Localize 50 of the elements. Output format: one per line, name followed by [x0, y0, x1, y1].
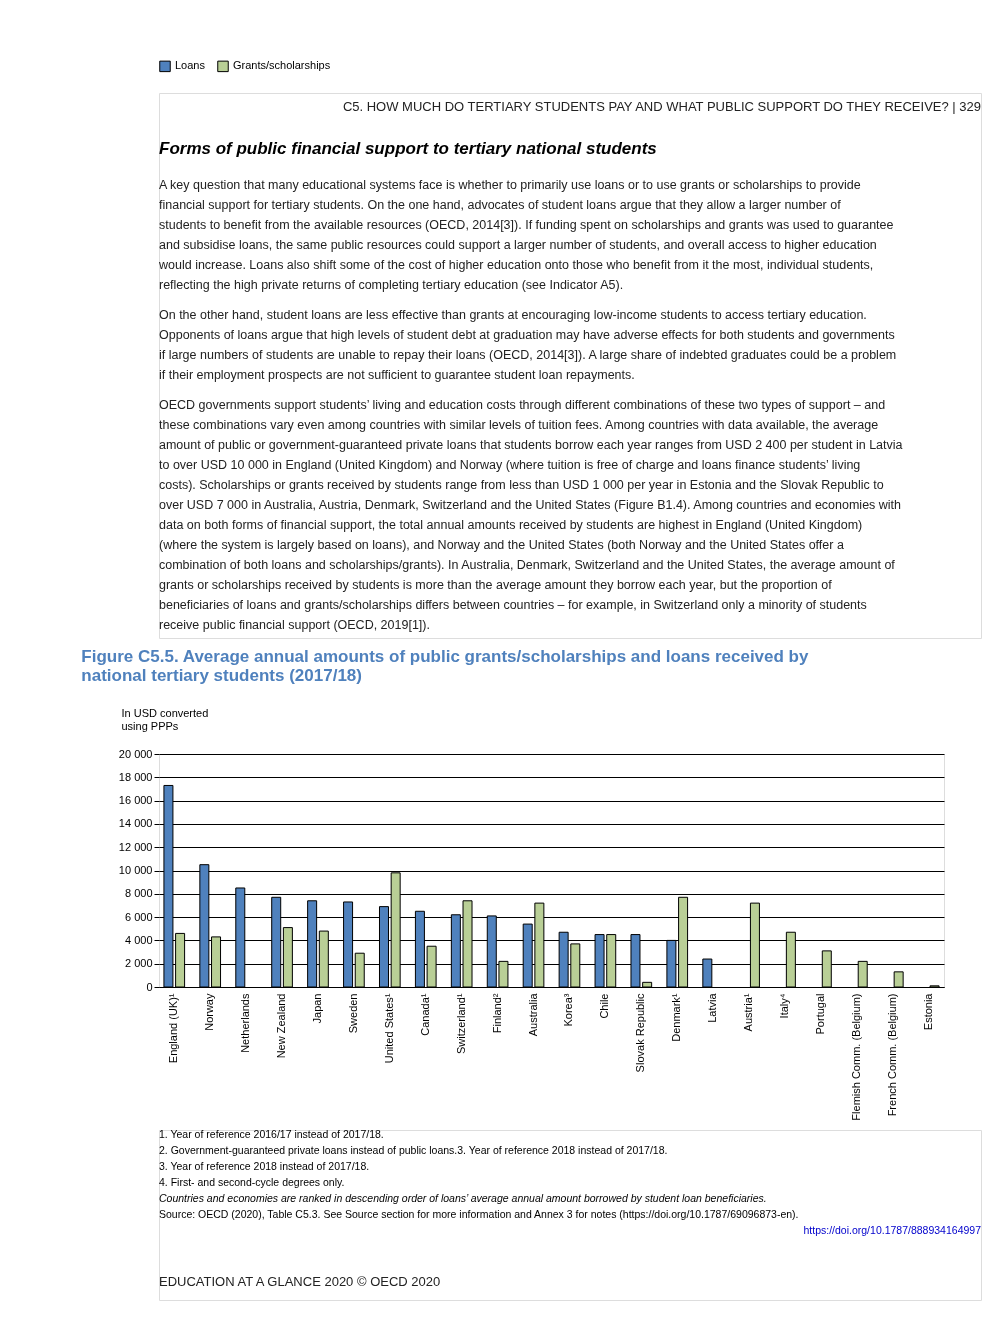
text: 3. Year of reference 2018 instead of 2017/18.: [159, 1160, 370, 1172]
x-tick-label: Austria¹: [742, 993, 755, 1032]
x-tick-label: Japan: [310, 993, 323, 1024]
y-tick-label: 16 000: [118, 794, 153, 807]
source-note: Source: OECD (2020), Table C5.3. See Source section for more information and Annex 3 for notes (https://doi.org/10.1787/69096873-en).: [159, 1208, 799, 1220]
x-tick-label: Flemish Comm. (Belgium): [849, 993, 862, 1121]
x-tick-label: Chile: [598, 993, 611, 1019]
text: C5. HOW MUCH DO TERTIARY STUDENTS PAY AND WHAT PUBLIC SUPPORT DO THEY RECEIVE? | 329: [342, 99, 981, 114]
y-tick-label: 8 000: [124, 887, 153, 900]
text: 4. First- and second-cycle degrees only.: [159, 1176, 345, 1188]
x-tick-label: French Comm. (Belgium): [885, 993, 898, 1117]
y-tick-label: 4 000: [124, 933, 153, 946]
x-tick-label: Korea³: [562, 993, 575, 1027]
x-tick-label: Denmark¹: [670, 993, 683, 1042]
text: OECD governments support students’ living and education costs through different combinations of these two types of support – and these combinations vary even among countries with similar levels of tuition fees. Among countries with data available, the average amount of public or government-guaranteed private loans that students borrow each year ranges from USD 2 400 per student in Latvia to over USD 10 000 in England (United Kingdom) and Norway (where tuition is free of charge and loans finance students’ living costs). Scholarships or grants received by students range from less than USD 1 000 per year in Estonia and the Slovak Republic to over USD 7 000 in Australia, Austria, Denmark, Switzerland and the United States (Figure B1.4). Among countries and economies with data on both forms of financial support, the total annual amounts received by students are highest in England (United Kingdom) (where the system is largely based on loans), and Norway and the United States (both Norway and the United States offer a combination of both loans and scholarships/grants). In Australia, Denmark, Switzerland and the United States, the average amount of grants or scholarships received by students is more than the average amount they borrow each year, but the proportion of beneficiaries of loans and grants/scholarships differs between countries – for example, in Switzerland only a minority of students receive public financial support (OECD, 2019[1]).: [159, 398, 903, 632]
legend-label: Grants/scholarships: [233, 59, 331, 72]
text: Forms of public financial support to tertiary national students: [159, 139, 657, 158]
chart-title: Figure C5.5. Average annual amounts of public grants/scholarships and loans received by national tertiary students (2017/18): [81, 647, 809, 685]
text: EDUCATION AT A GLANCE 2020 © OECD 2020: [159, 1274, 441, 1289]
y-tick-label: 14 000: [118, 817, 153, 830]
text: https://doi.org/10.1787/888934164997: [803, 1224, 982, 1236]
y-tick-label: 12 000: [118, 840, 153, 853]
y-tick-label: 6 000: [124, 910, 153, 923]
x-tick-label: Australia: [526, 992, 539, 1037]
x-tick-label: Italy⁴: [778, 993, 791, 1019]
y-tick-label: 2 000: [124, 957, 153, 970]
text: A key question that many educational systems face is whether to primarily use loans or to use grants or scholarships to provide financial support for tertiary students. On the one hand, advocates of student loans argue that they allow a larger number of students to benefit from the available resources (OECD, 2014[3]). If funding spent on scholarships and grants was used to guarantee and subsidise loans, the same public resources could support a larger number of students, and overall access to higher education would increase. Loans also shift some of the cost of higher education onto those who benefit from it the most, individual students, reflecting the high private returns of completing tertiary education (see Indicator A5).: [158, 178, 894, 292]
x-tick-label: Canada¹: [418, 993, 431, 1036]
y-axis-title: In USD converted using PPPs: [121, 706, 209, 732]
legend-label: Loans: [175, 59, 206, 72]
x-tick-label: Portugal: [813, 993, 826, 1035]
x-tick-label: Slovak Republic: [634, 993, 647, 1073]
text: 1. Year of reference 2016/17 instead of 2017/18.: [159, 1128, 384, 1140]
text: On the other hand, student loans are less effective than grants at encouraging low-income students to access tertiary education. Opponents of loans argue that high levels of student debt at graduation may have adverse effects for both students and governments if large numbers of students are unable to repay their loans (OECD, 2014[3]). A large share of indebted graduates could be a problem if their employment prospects are not sufficient to guarantee student loan repayments.: [159, 308, 897, 382]
x-tick-label: Switzerland¹: [454, 993, 467, 1055]
x-tick-label: Netherlands: [239, 993, 252, 1053]
text: Countries and economies are ranked in descending order of loans’ average annual amount borrowed by student loan beneficiaries.: [159, 1192, 767, 1204]
y-tick-label: 20 000: [118, 747, 153, 760]
x-tick-label: New Zealand: [275, 993, 288, 1059]
x-tick-label: Latvia: [706, 992, 719, 1023]
x-tick-label: Estonia: [921, 992, 934, 1031]
x-tick-label: United States¹: [382, 993, 395, 1064]
text: 2. Government-guaranteed private loans instead of public loans.3. Year of reference 2018 instead of 2017/18.: [159, 1144, 668, 1156]
x-tick-label: England (UK)¹: [167, 993, 180, 1064]
x-tick-label: Sweden: [346, 993, 359, 1034]
x-tick-label: Norway: [203, 993, 216, 1031]
x-tick-label: Finland²: [490, 993, 503, 1034]
y-tick-label: 10 000: [118, 864, 153, 876]
y-tick-label: 0: [146, 980, 153, 993]
y-tick-label: 18 000: [118, 770, 153, 783]
